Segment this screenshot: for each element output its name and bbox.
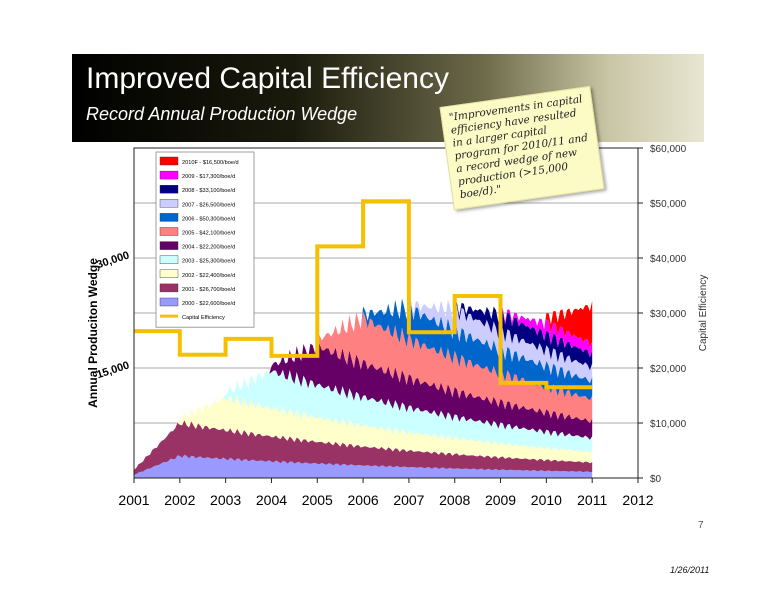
wedge-area-3 xyxy=(134,369,593,470)
slide-subtitle: Record Annual Production Wedge xyxy=(86,104,358,124)
legend-label: 2007 - $26,500/boe/d xyxy=(182,202,235,208)
legend: 2010F - $16,500/boe/d 2009 - $17,300/boe/… xyxy=(155,151,255,328)
legend-swatch xyxy=(159,269,179,278)
legend-label: 2005 - $42,100/boe/d xyxy=(182,231,235,237)
x-tick-label: 2002 xyxy=(164,492,195,508)
x-tick-label: 2009 xyxy=(485,492,516,508)
capital-efficiency-layer xyxy=(134,199,593,390)
legend-label: 2000 - $22,600/boe/d xyxy=(182,301,235,307)
right-tick-label: $50,000 xyxy=(650,199,687,210)
x-tick-label: 2006 xyxy=(348,492,379,508)
legend-swatch xyxy=(159,170,179,180)
callout-note: "Improvements in capital efficiency have… xyxy=(439,85,605,211)
left-axis-label: Annual Produciton Wedge xyxy=(86,258,100,408)
legend-swatch xyxy=(159,184,179,194)
left-tick-label: 30,000 xyxy=(95,249,131,271)
legend-label: 2008 - $33,100/boe/d xyxy=(182,188,235,194)
legend-label: 2010F - $16,500/boe/d xyxy=(182,160,239,166)
axes: 2001 2002 2003 2004 2005 2006 2007 2008 2009 2010… xyxy=(86,144,709,508)
legend-label: 2004 - $22,200/boe/d xyxy=(182,245,235,251)
legend-label: 2003 - $25,300/boe/d xyxy=(182,259,235,265)
right-tick-label: $20,000 xyxy=(650,364,687,375)
x-tick-label: 2003 xyxy=(210,492,241,508)
wedge-area-5 xyxy=(134,311,593,470)
right-tick-label: $30,000 xyxy=(650,309,687,320)
right-tick-label: $0 xyxy=(650,474,662,485)
slide-date: 1/26/2011 xyxy=(670,565,710,575)
right-tick-label: $10,000 xyxy=(650,419,687,430)
slide-title: Improved Capital Efficiency xyxy=(86,62,449,95)
right-tick-label: $40,000 xyxy=(650,254,687,265)
legend-swatch xyxy=(159,297,179,307)
legend-label: Capital Efficiency xyxy=(182,315,225,321)
wedge-area-2 xyxy=(134,394,593,470)
x-tick-label: 2010 xyxy=(531,492,562,508)
x-tick-label: 2012 xyxy=(622,492,653,508)
right-axis-label: Capital Efficiency xyxy=(698,275,709,352)
legend-label: 2002 - $22,400/boe/d xyxy=(182,273,235,279)
x-tick-label: 2008 xyxy=(439,492,470,508)
legend-swatch xyxy=(159,213,179,222)
wedge-area-1 xyxy=(134,420,593,475)
right-tick-label: $60,000 xyxy=(650,144,687,155)
wedge-areas xyxy=(134,296,593,478)
title-banner xyxy=(72,54,704,142)
legend-swatch xyxy=(159,241,179,250)
capital-efficiency-line xyxy=(134,199,593,390)
x-tick-label: 2011 xyxy=(577,492,607,508)
x-tick-label: 2004 xyxy=(256,492,287,508)
legend-label: 2006 - $50,300/boe/d xyxy=(182,216,235,222)
page-number: 7 xyxy=(698,520,704,531)
wedge-area-0 xyxy=(134,454,593,478)
legend-label: 2009 - $17,300/boe/d xyxy=(182,174,235,180)
legend-swatch xyxy=(159,156,179,166)
legend-swatch xyxy=(159,227,179,236)
legend-swatch xyxy=(159,199,179,208)
wedge-area-6 xyxy=(134,298,593,470)
legend-label: 2001 - $26,700/boe/d xyxy=(182,287,235,293)
wedge-area-10 xyxy=(134,296,593,470)
legend-swatch xyxy=(159,255,179,264)
x-tick-label: 2007 xyxy=(393,492,424,508)
x-tick-label: 2001 xyxy=(118,492,149,508)
wedge-area-4 xyxy=(134,343,593,470)
left-tick-label: 15,000 xyxy=(95,359,131,381)
x-tick-label: 2005 xyxy=(302,492,333,508)
legend-swatch xyxy=(159,283,179,293)
